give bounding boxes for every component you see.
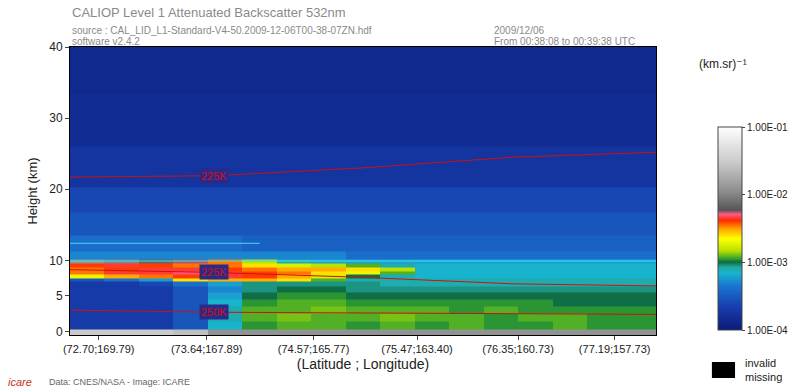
svg-text:(73.64;167.89): (73.64;167.89): [171, 343, 243, 355]
svg-text:(km.sr)⁻¹: (km.sr)⁻¹: [699, 57, 747, 71]
svg-text:(75.47;163.40): (75.47;163.40): [381, 343, 453, 355]
svg-text:5: 5: [56, 289, 63, 303]
svg-text:invalidmissing: invalidmissing: [745, 357, 782, 383]
svg-text:30: 30: [49, 111, 63, 125]
svg-text:(72.70;169.79): (72.70;169.79): [63, 343, 135, 355]
svg-text:software v2.4.2: software v2.4.2: [72, 36, 140, 47]
svg-text:40: 40: [49, 40, 63, 54]
svg-text:icare: icare: [8, 376, 32, 388]
svg-text:20: 20: [49, 182, 63, 196]
svg-text:1.00E-03: 1.00E-03: [747, 257, 788, 268]
svg-text:225K: 225K: [201, 266, 227, 278]
svg-text:250K: 250K: [201, 306, 227, 318]
svg-text:source : CAL_LID_L1-Standard-V: source : CAL_LID_L1-Standard-V4-50.2009-…: [72, 25, 372, 36]
svg-text:0: 0: [56, 325, 63, 339]
svg-text:1.00E-02: 1.00E-02: [747, 189, 788, 200]
svg-text:Data: CNES/NASA - Image: ICARE: Data: CNES/NASA - Image: ICARE: [49, 377, 190, 387]
svg-text:(76.35;160.73): (76.35;160.73): [482, 343, 554, 355]
svg-text:225K: 225K: [201, 170, 227, 182]
svg-text:10: 10: [49, 254, 63, 268]
svg-text:From 00:38:08 to 00:39:38 UTC: From 00:38:08 to 00:39:38 UTC: [494, 36, 635, 47]
svg-text:CALIOP Level 1 Attenuated Back: CALIOP Level 1 Attenuated Backscatter 53…: [72, 5, 346, 20]
svg-text:(74.57;165.77): (74.57;165.77): [278, 343, 350, 355]
svg-text:(77.19;157.73): (77.19;157.73): [579, 343, 651, 355]
svg-text:Height (km): Height (km): [25, 157, 40, 224]
svg-text:1.00E-04: 1.00E-04: [747, 325, 788, 336]
svg-text:1.00E-01: 1.00E-01: [747, 122, 788, 133]
svg-text:(Latitude ; Longitude): (Latitude ; Longitude): [297, 356, 429, 372]
svg-text:2009/12/06: 2009/12/06: [494, 25, 544, 36]
